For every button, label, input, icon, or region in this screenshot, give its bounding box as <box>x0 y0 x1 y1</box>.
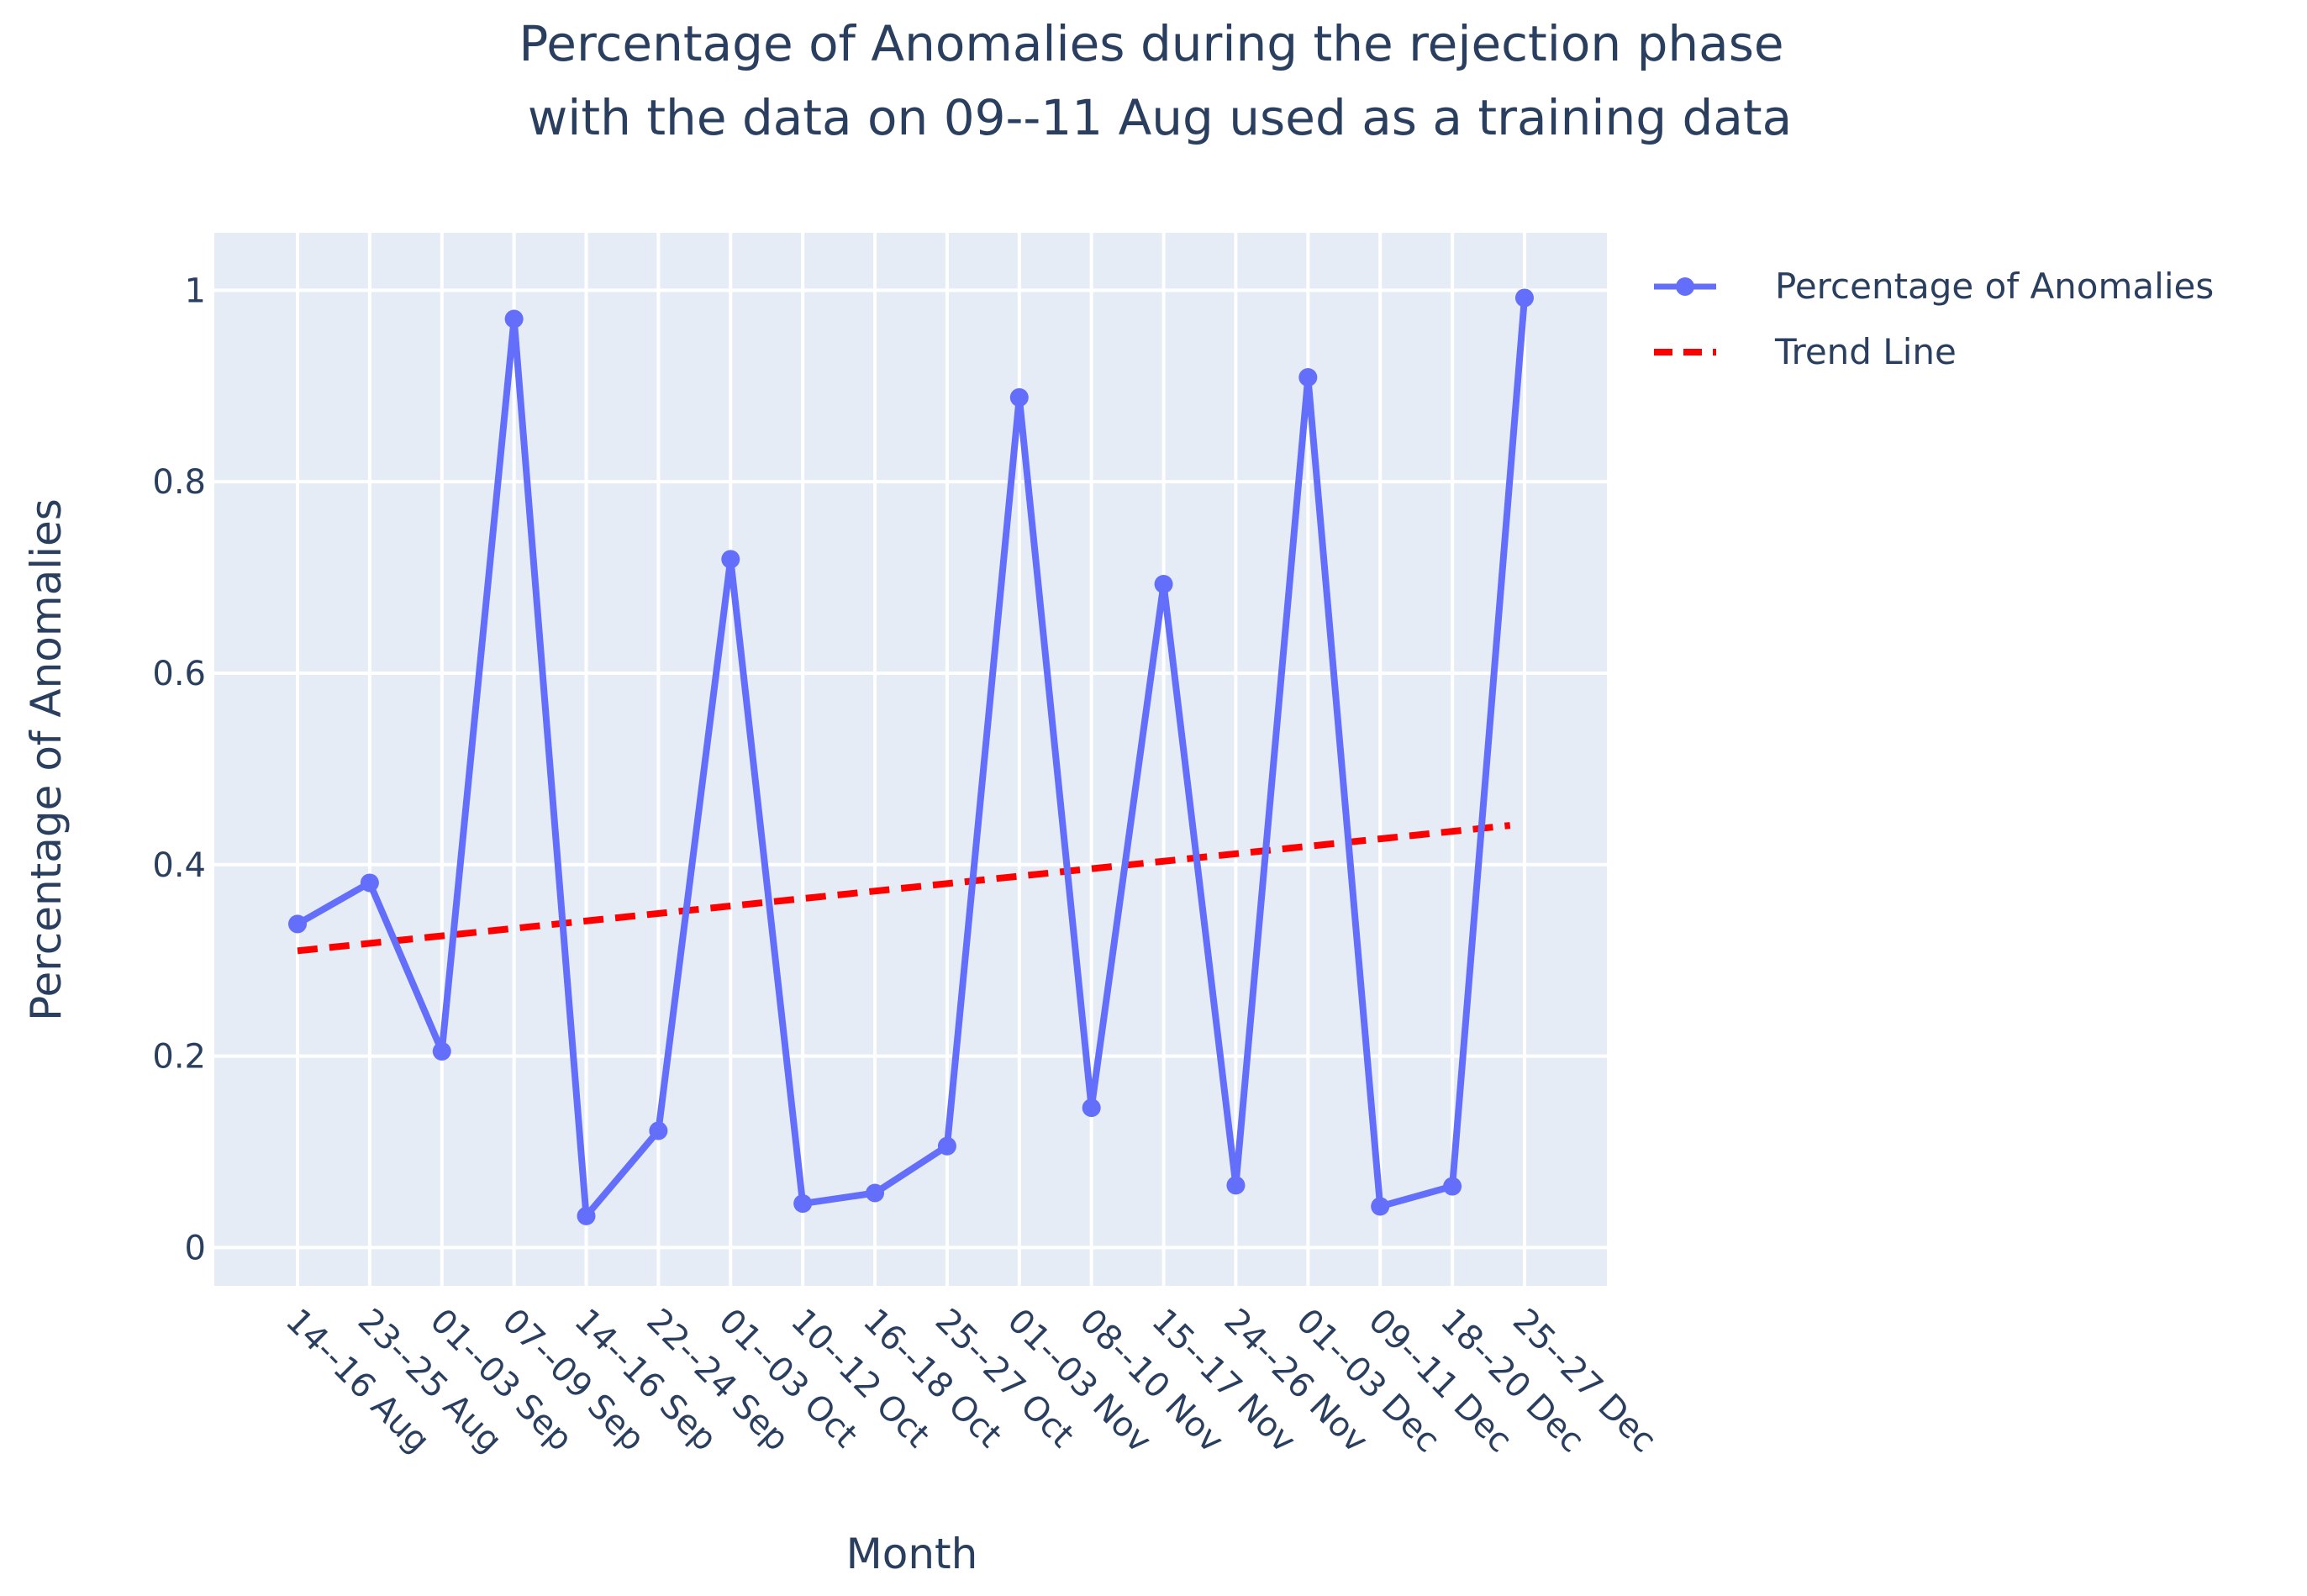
data-point <box>721 550 740 569</box>
data-point <box>1154 575 1173 594</box>
data-point <box>288 914 307 934</box>
data-point <box>504 309 524 329</box>
legend-label-trend: Trend Line <box>1774 331 1957 372</box>
y-tick-label: 0.6 <box>152 655 206 693</box>
trend-line <box>297 822 1511 955</box>
y-axis-title: Percentage of Anomalies <box>22 498 71 1021</box>
series-line <box>296 298 1528 1219</box>
y-axis-ticks: 0 0.2 0.4 0.6 0.8 1 <box>152 271 206 1267</box>
legend-label-anomalies: Percentage of Anomalies <box>1775 266 2214 307</box>
y-tick-label: 0.4 <box>152 846 206 885</box>
anomaly-series <box>288 288 1534 1225</box>
data-point <box>1009 387 1029 407</box>
data-point <box>649 1121 668 1140</box>
trend-line-series <box>297 822 1511 955</box>
y-tick-label: 0 <box>185 1229 206 1267</box>
plot-area <box>214 233 1607 1286</box>
chart-title: Percentage of Anomalies during the rejec… <box>519 15 1783 72</box>
data-point <box>1226 1176 1246 1195</box>
data-point <box>1443 1177 1462 1196</box>
data-point <box>360 873 379 893</box>
data-point <box>1298 368 1318 387</box>
data-point <box>866 1183 885 1203</box>
legend-item-anomalies[interactable]: Percentage of Anomalies <box>1654 266 2214 307</box>
data-point <box>937 1136 956 1156</box>
data-point <box>793 1194 813 1214</box>
y-tick-label: 0.2 <box>152 1038 206 1077</box>
data-point <box>432 1041 451 1061</box>
legend-marker-icon <box>1676 277 1694 296</box>
data-point <box>1371 1197 1390 1216</box>
chart-subtitle: with the data on 09--11 Aug used as a tr… <box>528 89 1792 146</box>
x-gridlines <box>296 233 1526 1286</box>
y-tick-label: 1 <box>185 271 206 310</box>
data-point <box>1082 1098 1101 1118</box>
data-point <box>577 1206 596 1225</box>
data-point <box>1514 288 1534 308</box>
x-axis-title: Month <box>846 1530 978 1578</box>
y-tick-label: 0.8 <box>152 463 206 502</box>
legend-item-trend[interactable]: Trend Line <box>1654 331 1957 372</box>
legend: Percentage of Anomalies Trend Line <box>1654 266 2214 372</box>
